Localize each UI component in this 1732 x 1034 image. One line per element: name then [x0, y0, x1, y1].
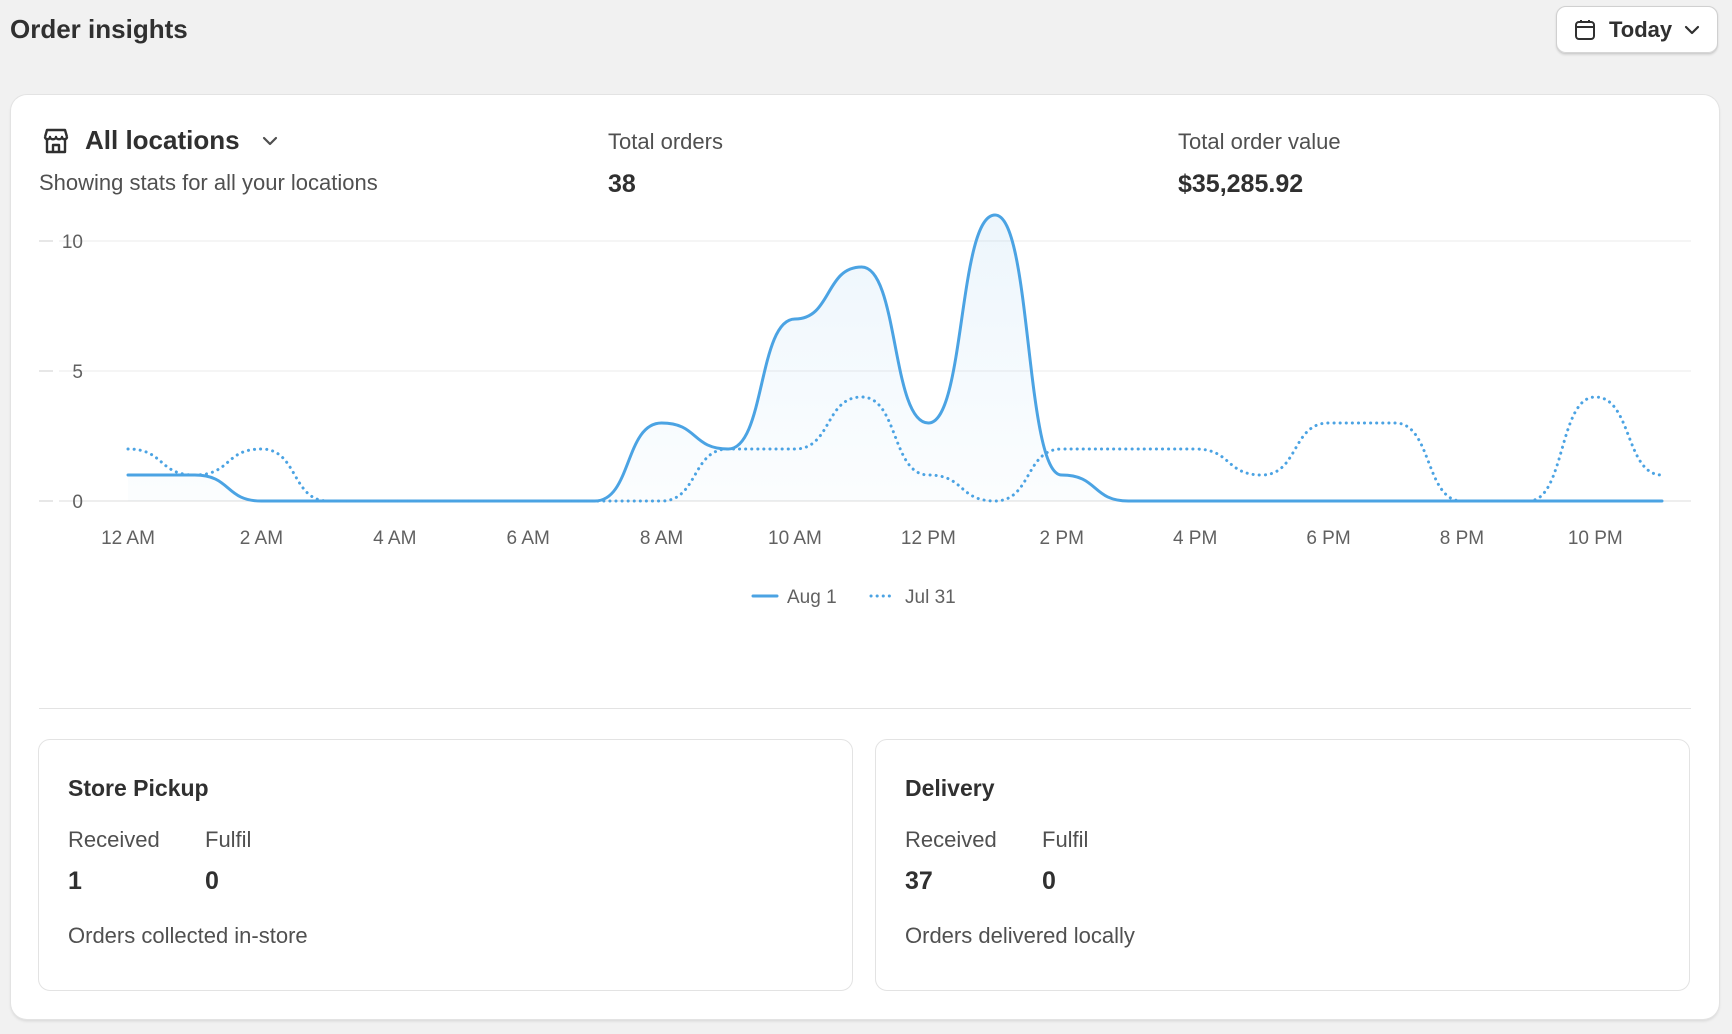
store-pickup-fulfil: Fulfil 0: [205, 827, 251, 896]
x-tick-label: 2 AM: [240, 528, 283, 549]
x-tick-label: 4 AM: [373, 528, 416, 549]
y-tick-label: 10: [62, 232, 83, 253]
date-range-label: Today: [1609, 17, 1673, 42]
store-pickup-title: Store Pickup: [68, 775, 209, 801]
series-line-aug-1: [126, 213, 1664, 503]
store-pickup-received: Received 1: [68, 827, 160, 896]
location-subtitle: Showing stats for all your locations: [39, 170, 378, 195]
y-tick-label: 0: [72, 492, 83, 513]
x-tick-label: 12 PM: [901, 528, 956, 549]
location-label: All locations: [85, 125, 240, 155]
total-value-value: $35,285.92: [1178, 170, 1304, 198]
delivery-received: Received 37: [905, 827, 997, 896]
x-tick-label: 10 PM: [1568, 528, 1623, 549]
fulfil-value: 0: [205, 867, 219, 895]
total-orders-value: 38: [608, 170, 636, 198]
calendar-icon: [1573, 18, 1597, 42]
legend-label-jul-31: Jul 31: [905, 587, 956, 608]
y-tick-label: 5: [72, 362, 83, 383]
fulfil-value: 0: [1042, 867, 1056, 895]
received-label: Received: [68, 827, 160, 852]
store-pickup-description: Orders collected in-store: [68, 923, 308, 948]
legend-label-aug-1: Aug 1: [787, 587, 837, 608]
x-tick-label: 8 PM: [1440, 528, 1484, 549]
x-tick-label: 8 AM: [640, 528, 683, 549]
store-icon: [41, 126, 71, 156]
total-value-stat: Total order value $35,285.92: [1178, 129, 1341, 199]
delivery-fulfil: Fulfil 0: [1042, 827, 1088, 896]
fulfil-label: Fulfil: [1042, 827, 1089, 852]
chevron-down-icon: [260, 131, 280, 151]
received-label: Received: [905, 827, 997, 852]
store-pickup-card: Store Pickup Received 1 Fulfil 0 Orders …: [38, 739, 853, 991]
x-tick-label: 10 AM: [768, 528, 822, 549]
delivery-card: Delivery Received 37 Fulfil 0 Orders del…: [875, 739, 1690, 991]
date-range-button[interactable]: Today: [1556, 6, 1718, 54]
delivery-title: Delivery: [905, 775, 995, 801]
x-tick-label: 6 PM: [1306, 528, 1350, 549]
series-area-aug-1: [128, 215, 1662, 501]
received-value: 37: [905, 867, 933, 895]
series-line-jul-31: [126, 395, 1664, 503]
received-value: 1: [68, 867, 82, 895]
page-title: Order insights: [10, 14, 188, 44]
delivery-description: Orders delivered locally: [905, 923, 1135, 948]
total-value-label: Total order value: [1178, 129, 1341, 154]
x-tick-label: 2 PM: [1040, 528, 1084, 549]
order-insights-card: All locations Showing stats for all your…: [11, 95, 1719, 1019]
fulfil-label: Fulfil: [205, 827, 252, 852]
x-tick-label: 4 PM: [1173, 528, 1217, 549]
orders-line-chart: 0 5 10 12 AM 2 AM 4 AM 6 AM 8 AM 10 AM 12 PM 2 PM 4…: [39, 213, 1691, 608]
chevron-down-icon: [1683, 21, 1701, 39]
total-orders-stat: Total orders 38: [608, 129, 723, 199]
x-tick-label: 6 AM: [507, 528, 550, 549]
location-selector[interactable]: All locations: [41, 125, 280, 156]
total-orders-label: Total orders: [608, 129, 723, 154]
x-tick-label: 12 AM: [101, 528, 155, 549]
divider: [39, 708, 1691, 709]
